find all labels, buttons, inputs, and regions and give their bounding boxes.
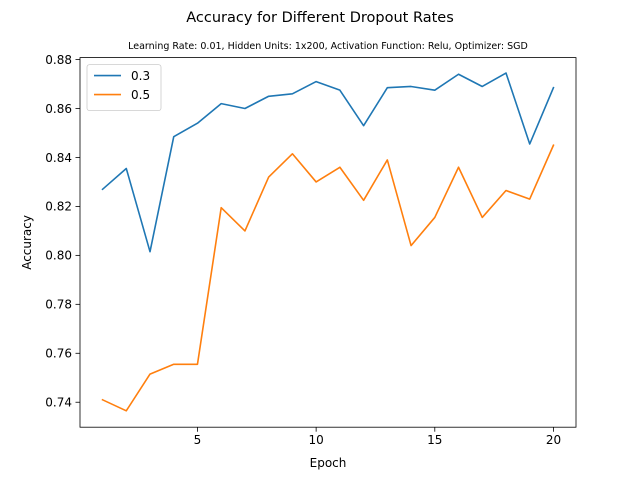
y-tick-label: 0.76	[45, 347, 72, 361]
y-tick-label: 0.86	[45, 102, 72, 116]
legend-label: 0.5	[131, 88, 150, 102]
x-axis-label: Epoch	[310, 456, 347, 470]
y-tick-label: 0.82	[45, 200, 72, 214]
x-tick-label: 15	[427, 433, 442, 447]
y-axis-ticks: 0.74 0.76 0.78 0.80 0.82 0.84 0.86 0.88	[45, 53, 80, 410]
chart-subtitle: Learning Rate: 0.01, Hidden Units: 1x200…	[128, 41, 528, 52]
data-lines	[101, 72, 555, 412]
x-tick-label: 5	[194, 433, 202, 447]
x-tick-label: 20	[546, 433, 561, 447]
y-tick-label: 0.88	[45, 53, 72, 67]
y-tick-label: 0.84	[45, 151, 72, 165]
y-tick-label: 0.78	[45, 298, 72, 312]
plot-area-frame	[79, 57, 577, 428]
x-tick-label: 10	[308, 433, 323, 447]
legend-label: 0.3	[131, 69, 150, 83]
y-tick-label: 0.74	[45, 396, 72, 410]
series-line-0.3	[101, 72, 555, 253]
y-axis-label: Accuracy	[20, 215, 34, 270]
legend: 0.30.5	[86, 64, 162, 111]
y-tick-label: 0.80	[45, 249, 72, 263]
series-line-0.5	[101, 144, 555, 412]
chart-title: Accuracy for Different Dropout Rates	[186, 10, 454, 26]
x-axis-ticks: 5 10 15 20	[194, 427, 561, 447]
